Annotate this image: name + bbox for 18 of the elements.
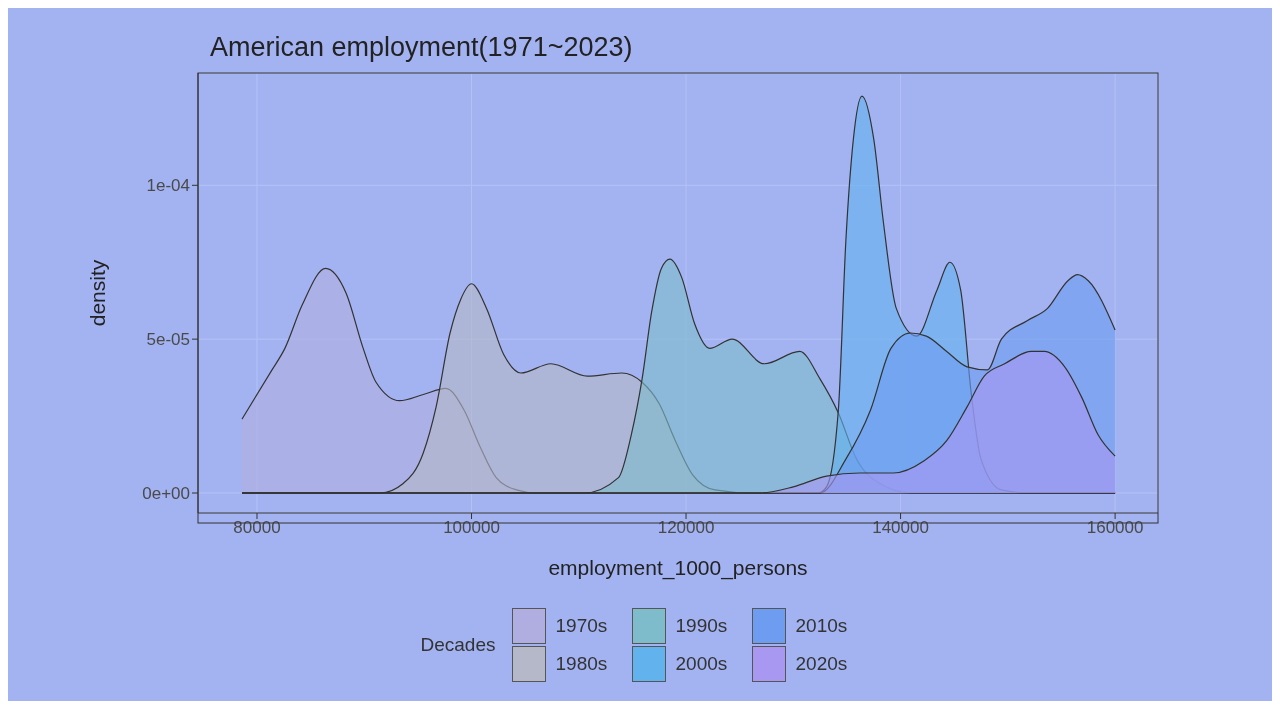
x-tick-label: 100000 — [443, 518, 500, 538]
chart-title: American employment(1971~2023) — [210, 32, 633, 63]
legend-label: 2010s — [795, 615, 849, 637]
legend-label: 2020s — [795, 653, 849, 675]
y-tick-label: 0e+00 — [142, 484, 190, 504]
x-axis-title: employment_1000_persons — [548, 556, 808, 580]
y-tick-label: 5e-05 — [146, 330, 190, 350]
legend-label: 1990s — [675, 615, 729, 637]
x-tick-label: 120000 — [657, 518, 715, 538]
x-tick-label: 160000 — [1086, 518, 1144, 538]
legend-label: 2000s — [675, 653, 729, 675]
x-tick-label: 140000 — [872, 518, 929, 538]
y-axis-title: density — [86, 259, 110, 327]
y-tick-label: 1e-04 — [146, 176, 190, 196]
legend-label: 1980s — [555, 653, 609, 675]
x-tick-label: 80000 — [233, 518, 281, 538]
legend-label: 1970s — [555, 615, 609, 637]
legend-title: Decades — [420, 634, 496, 656]
